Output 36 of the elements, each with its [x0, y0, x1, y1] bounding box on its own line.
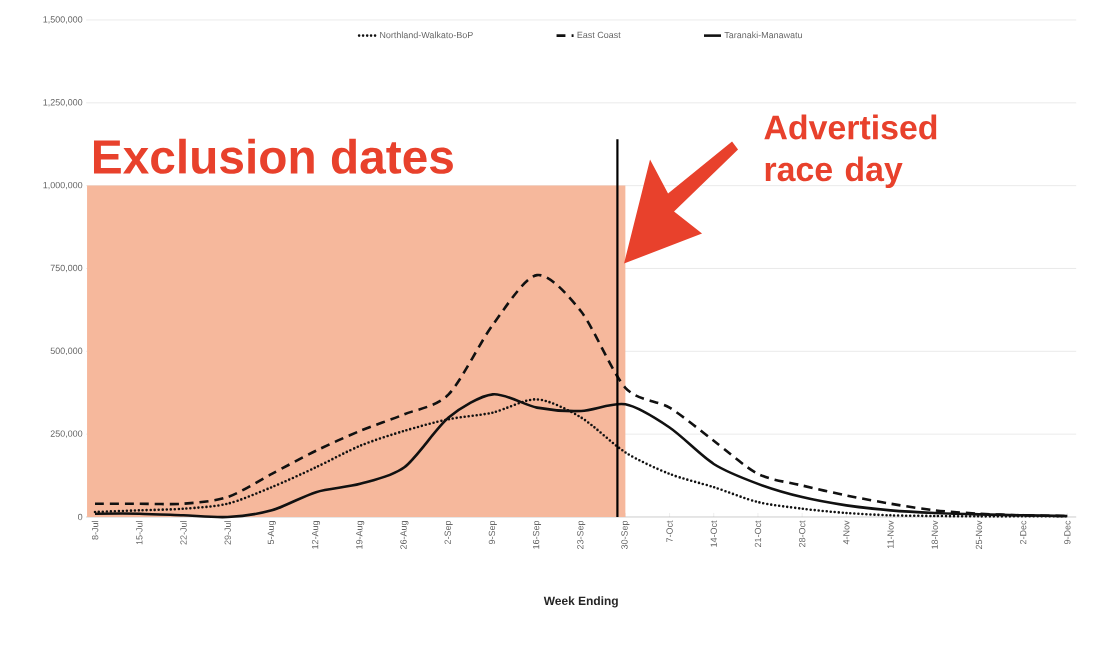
y-tick-label: 1,000,000 [43, 181, 83, 190]
y-tick-label: 1,250,000 [43, 99, 83, 107]
x-tick-label: 21-Oct [754, 520, 762, 547]
legend-label: Northland-Walkato-BoP [380, 31, 473, 39]
x-tick-label: 26-Aug [400, 521, 409, 549]
x-tick-label: 19-Aug [356, 521, 365, 549]
legend-label: Taranaki-Manawatu [724, 31, 802, 39]
annotation: Advertised race day [764, 114, 937, 189]
legend-label: East Coast [577, 31, 621, 39]
y-tick-label: 500,000 [50, 347, 83, 356]
y-tick-label: 0 [78, 513, 83, 521]
x-tick-label: 4-Nov [843, 520, 850, 545]
x-axis-title: Week Ending [543, 596, 618, 608]
x-tick-label: 22-Jul [180, 521, 187, 545]
y-tick-label: 250,000 [50, 430, 83, 438]
x-tick-label: 16-Sep [532, 520, 542, 549]
x-tick-label: 30-Sep [621, 520, 630, 550]
x-tick-label: 23-Sep [577, 520, 586, 549]
x-tick-label: 29-Jul [224, 521, 231, 545]
x-tick-label: 2-Dec [1019, 520, 1027, 544]
x-tick-label: 28-Oct [798, 520, 806, 547]
x-tick-label: 9-Sep [488, 520, 497, 545]
x-tick-label: 25-Nov [975, 520, 983, 549]
band-label: Exclusion dates [93, 138, 453, 174]
x-tick-label: 7-Oct [666, 520, 673, 542]
y-tick-label: 750,000 [50, 264, 83, 273]
x-tick-label: 12-Aug [311, 521, 321, 549]
x-tick-label: 9-Dec [1064, 520, 1071, 544]
x-tick-label: 18-Nov [931, 520, 938, 549]
y-tick-label: 1,500,000 [43, 16, 83, 24]
x-tick-label: 5-Aug [267, 521, 276, 545]
x-tick-label: 11-Nov [887, 520, 894, 549]
x-tick-label: 15-Jul [135, 521, 143, 545]
x-tick-label: 8-Jul [91, 521, 99, 540]
x-tick-label: 2-Sep [444, 520, 453, 544]
x-tick-label: 14-Oct [710, 520, 717, 547]
